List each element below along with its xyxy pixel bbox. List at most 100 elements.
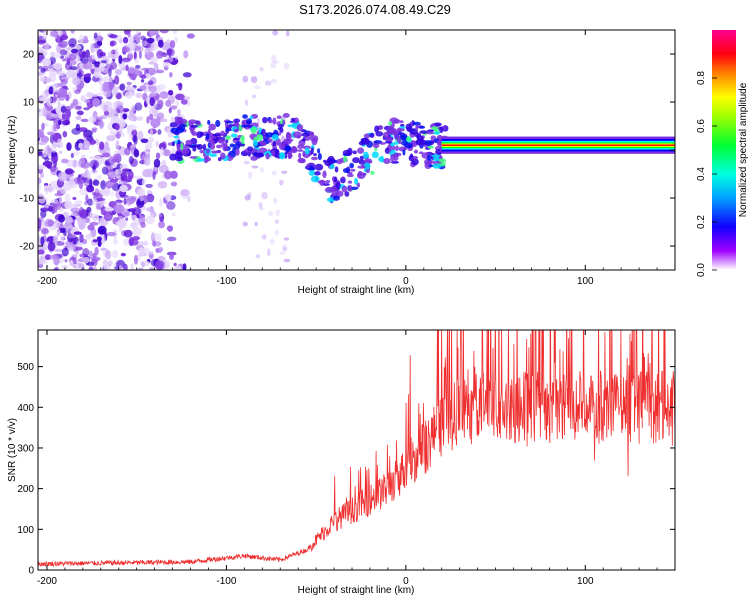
noise-blob (145, 215, 155, 225)
noise-blob (129, 73, 137, 81)
noise-blob (133, 254, 139, 265)
noise-blob (61, 113, 66, 120)
spectrogram-xtick-label: 100 (577, 276, 594, 287)
noise-blob (138, 50, 143, 60)
noise-blob (129, 108, 134, 119)
noise-blob (40, 135, 49, 144)
noise-blob (38, 177, 42, 185)
noise-blob (75, 261, 84, 270)
noise-blob (128, 134, 134, 138)
colorbar-label: Normalized spectral amplitude (738, 82, 749, 217)
track-blob (413, 149, 419, 154)
noise-blob (271, 54, 277, 62)
noise-blob (141, 178, 146, 186)
noise-blob (285, 30, 290, 37)
noise-blob (40, 236, 45, 246)
snr-ytick-label: 300 (17, 443, 34, 454)
track-blob (250, 155, 258, 161)
noise-blob (118, 264, 123, 270)
track-blob (203, 156, 211, 162)
noise-blob (170, 170, 178, 179)
noise-blob (64, 78, 69, 84)
track-blob (271, 134, 279, 141)
noise-blob (117, 102, 125, 106)
track-blob (390, 160, 400, 164)
noise-blob (141, 207, 146, 212)
noise-blob (175, 93, 185, 101)
noise-blob (92, 198, 98, 205)
noise-blob (137, 267, 144, 270)
track-blob (322, 170, 327, 178)
track-blob (279, 152, 286, 160)
noise-blob (126, 81, 132, 86)
noise-blob (100, 247, 107, 251)
noise-blob (183, 96, 191, 101)
track-blob (258, 147, 268, 154)
noise-blob (166, 236, 177, 242)
noise-blob (255, 254, 261, 259)
noise-blob (94, 246, 99, 256)
track-blob (225, 128, 232, 132)
noise-blob (109, 179, 118, 183)
colorbar-tick-label: 0.0 (696, 263, 707, 277)
noise-blob (118, 128, 123, 135)
noise-blob (124, 178, 133, 183)
noise-blob (133, 175, 143, 180)
noise-blob (254, 221, 258, 227)
track-blob (197, 121, 201, 126)
noise-blob (57, 82, 67, 87)
noise-blob (104, 207, 115, 212)
noise-blob (157, 83, 166, 91)
noise-blob (72, 98, 79, 107)
track-blob (357, 147, 365, 154)
tone-band (441, 144, 675, 146)
track-blob (206, 148, 210, 154)
noise-blob (129, 144, 136, 152)
noise-blob (143, 156, 151, 166)
spectrogram-ytick-label: -10 (20, 194, 35, 205)
noise-blob (53, 121, 57, 132)
noise-blob (86, 185, 95, 193)
noise-blob (149, 97, 155, 107)
noise-blob (93, 266, 97, 270)
track-blob (297, 144, 305, 149)
noise-blob (64, 216, 73, 224)
noise-blob (66, 174, 71, 181)
noise-blob (41, 228, 49, 235)
noise-blob (164, 193, 172, 201)
track-blob (412, 121, 421, 126)
track-blob (237, 143, 246, 147)
track-blob (432, 156, 440, 162)
track-blob (188, 144, 197, 149)
noise-blob (80, 177, 88, 181)
track-blob (326, 197, 336, 203)
track-blob (282, 113, 290, 118)
track-blob (362, 151, 369, 159)
noise-blob (275, 209, 280, 216)
track-blob (169, 153, 177, 161)
noise-blob (131, 236, 141, 241)
noise-blob (78, 142, 83, 149)
snr-xtick-label: -100 (216, 576, 236, 587)
snr-series-line (38, 330, 675, 568)
noise-blob (90, 43, 95, 54)
noise-blob (282, 247, 288, 252)
noise-blob (128, 237, 134, 247)
snr-ylabel: SNR (10 * v/v) (7, 418, 18, 482)
noise-blob (256, 118, 261, 125)
noise-blob (54, 203, 58, 214)
noise-blob (283, 258, 291, 263)
noise-blob (45, 145, 51, 151)
noise-blob (156, 233, 162, 242)
noise-blob (157, 181, 168, 189)
noise-blob (38, 164, 46, 170)
noise-blob (107, 260, 113, 267)
noise-blob (119, 83, 126, 91)
track-blob (426, 154, 432, 161)
noise-blob (103, 211, 113, 222)
noise-blob (244, 194, 251, 201)
noise-blob (167, 89, 174, 96)
track-blob (196, 158, 206, 162)
track-blob (209, 139, 215, 144)
noise-blob (83, 132, 90, 139)
